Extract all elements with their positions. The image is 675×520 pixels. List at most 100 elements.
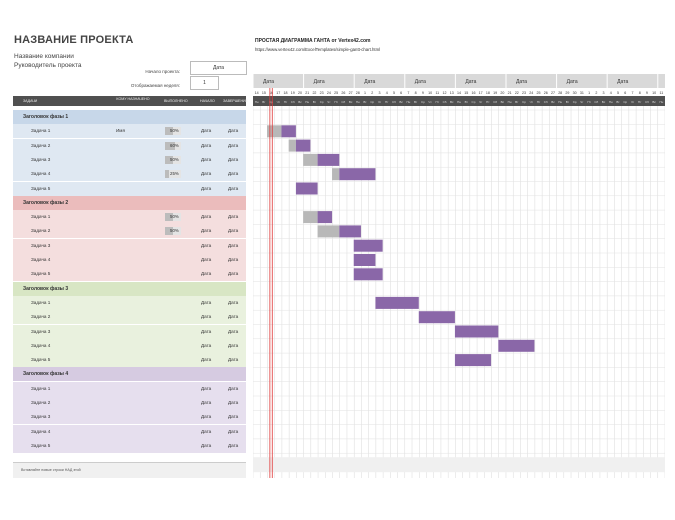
task-row[interactable]: Задача 3 Дата Дата [13,324,246,339]
day-number: 8 [639,91,641,95]
day-number: 16 [269,91,273,95]
task-name: Задача 2 [31,142,51,148]
weekday-band [253,96,665,106]
task-progress: 60% [170,142,179,148]
task-start: Дата [201,314,212,320]
template-title-link[interactable]: ПРОСТАЯ ДИАГРАММА ГАНТА от Vertex42.com [255,38,371,44]
task-row[interactable]: Задача 1 50% Дата Дата [13,210,246,225]
col-tasks: ЗАДАЧИ [23,99,38,103]
task-row[interactable]: Задача 2 Дата Дата [13,310,246,325]
phase-header[interactable]: Заголовок фазы 4 [13,367,246,382]
task-row[interactable]: Задача 2 50% Дата Дата [13,224,246,239]
task-end: Дата [228,257,239,262]
task-end: Дата [228,185,239,191]
day-number: 23 [320,91,324,95]
weekday-label: Ср [573,100,577,104]
weekday-label: Пт [537,100,541,104]
day-number: 17 [276,91,280,95]
day-number: 14 [457,91,461,95]
task-start: Дата [201,428,212,434]
day-number: 28 [558,91,562,95]
task-row[interactable]: Задача 1 Дата Дата [13,381,246,396]
task-assigned: Имя [116,128,125,134]
day-number: 29 [565,91,569,95]
weekday-label: Пн [558,100,562,104]
progress-track [165,227,181,236]
task-start: Дата [201,271,212,277]
col-end: ЗАВЕРШЕНИЕ [223,99,249,103]
phase-header[interactable]: Заголовок фазы 2 [13,195,246,210]
task-start: Дата [201,385,212,391]
phase-header[interactable]: Заголовок фазы 1 [13,110,246,124]
day-number: 26 [544,91,548,95]
task-start: Дата [201,257,212,262]
task-start: Дата [201,400,212,405]
task-row[interactable]: Задача 5 Дата Дата [13,438,246,453]
task-row[interactable]: Задача 4 Дата Дата [13,253,246,267]
weekday-label: Ср [522,100,526,104]
task-row[interactable]: Задача 2 Дата Дата [13,396,246,410]
task-start: Дата [201,299,212,305]
day-number: 23 [522,91,526,95]
task-end: Дата [228,428,239,434]
weekday-label: Чт [530,100,534,104]
weekday-label: Вт [515,100,519,104]
weekday-label: Пт [638,100,642,104]
weekday-label: Пт [284,100,288,104]
day-number: 4 [610,91,612,95]
task-start: Дата [201,228,212,234]
day-number: 28 [356,91,360,95]
bar-remaining [295,182,318,195]
task-row[interactable]: Задача 1 Дата Дата [13,295,246,310]
task-row[interactable]: Задача 2 60% Дата Дата [13,138,246,153]
day-number: 5 [393,91,395,95]
col-start: НАЧАЛО [200,99,215,103]
day-number: 21 [305,91,309,95]
day-number: 25 [537,91,541,95]
day-number: 2 [595,91,597,95]
progress-fill [165,227,173,236]
weekday-label: Вс [399,100,403,104]
task-name: Задача 5 [31,357,51,363]
weekday-label: Чт [580,100,584,104]
task-row[interactable]: Задача 5 Дата Дата [13,353,246,368]
task-name: Задача 5 [31,185,51,191]
weekday-label: Вс [501,100,505,104]
day-number: 10 [428,91,432,95]
phase-header[interactable]: Заголовок фазы 3 [13,281,246,296]
task-row[interactable]: Задача 5 Дата Дата [13,267,246,282]
task-row[interactable]: Задача 4 Дата Дата [13,424,246,439]
day-number: 15 [262,91,266,95]
task-progress: 50% [170,214,179,220]
week-label: Дата [567,79,578,85]
task-row[interactable]: Задача 1 Имя 50% Дата Дата [13,124,246,139]
bar-remaining [454,354,492,367]
project-start-field[interactable]: Дата [190,61,247,75]
task-name: Задача 3 [31,156,51,162]
weekday-label: Сб [544,100,548,104]
day-number: 26 [341,91,345,95]
task-end: Дата [228,442,239,448]
week-label: Дата [617,79,628,85]
task-row[interactable]: Задача 4 25% Дата Дата [13,167,246,182]
task-row[interactable]: Задача 4 Дата Дата [13,338,246,353]
day-number: 7 [631,91,633,95]
day-number: 3 [603,91,605,95]
display-week-field[interactable]: 1 [190,76,219,90]
task-end: Дата [228,171,239,177]
task-name: Задача 4 [31,171,51,177]
weekday-label: Пн [356,100,360,104]
weekday-label: Ср [623,100,627,104]
task-row[interactable]: Задача 5 Дата Дата [13,181,246,196]
day-number: 5 [617,91,619,95]
task-row[interactable]: Задача 3 50% Дата Дата [13,152,246,167]
day-number: 10 [652,91,656,95]
phase-title: Заголовок фазы 2 [23,199,69,206]
task-row[interactable]: Задача 3 Дата Дата [13,410,246,425]
weekday-label: Пн [659,100,663,104]
template-url-link[interactable]: https://www.vertex42.com/ExcelTemplates/… [255,47,381,52]
progress-fill [165,141,175,150]
task-name: Задача 3 [31,242,51,248]
task-row[interactable]: Задача 3 Дата Дата [13,238,246,253]
weekday-label: Сб [443,100,447,104]
